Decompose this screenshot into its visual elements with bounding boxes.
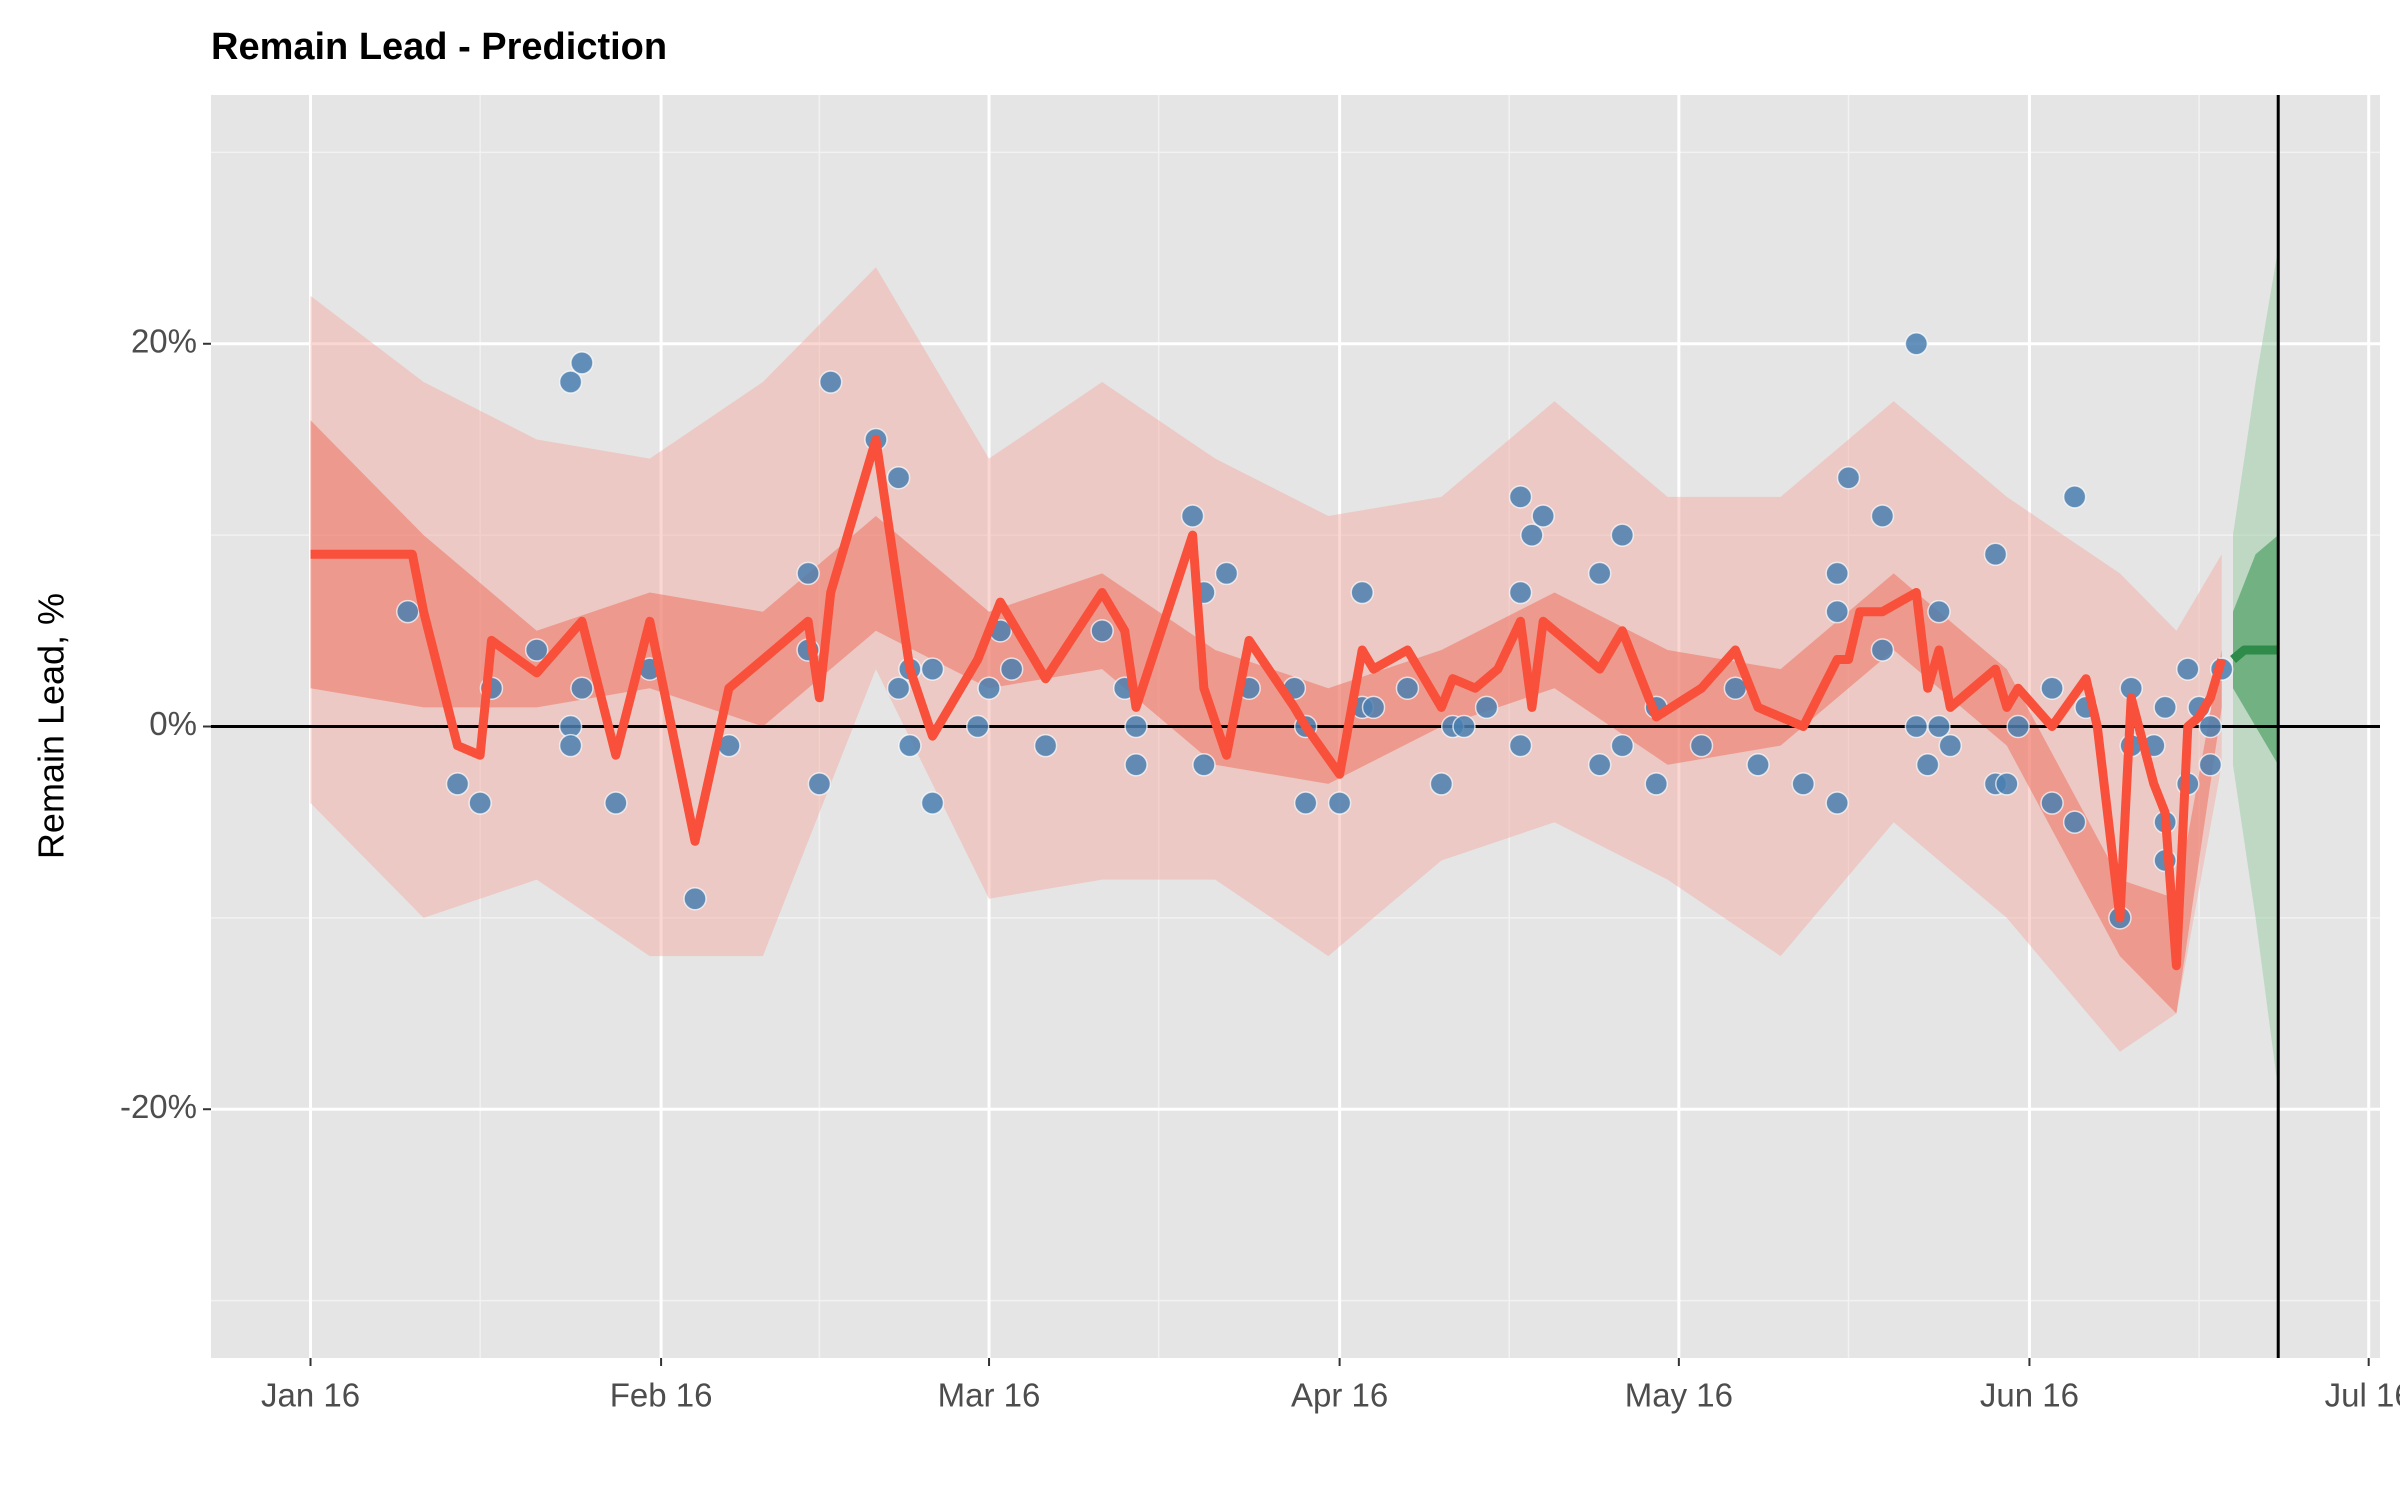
- poll-point: [524, 638, 549, 662]
- poll-point: [570, 676, 594, 700]
- poll-point: [1531, 504, 1555, 528]
- poll-point: [920, 657, 945, 681]
- poll-point: [1983, 542, 2008, 567]
- poll-point: [886, 465, 911, 490]
- poll-point: [1927, 714, 1951, 739]
- x-tick-label: Apr 16: [1291, 1377, 1388, 1414]
- poll-point: [2062, 485, 2087, 509]
- poll-point: [1927, 599, 1951, 624]
- poll-point: [1825, 791, 1849, 815]
- poll-point: [1870, 504, 1895, 528]
- poll-point: [1350, 580, 1374, 605]
- x-tick-label: Mar 16: [938, 1377, 1041, 1414]
- poll-point: [396, 599, 420, 624]
- poll-point: [1508, 580, 1533, 605]
- poll-point: [1033, 733, 1058, 758]
- poll-point: [1214, 561, 1239, 586]
- x-tick-label: Jan 16: [261, 1377, 360, 1414]
- poll-point: [1995, 772, 2019, 796]
- poll-point: [1520, 523, 1544, 547]
- poll-point: [1395, 676, 1420, 700]
- poll-point: [999, 657, 1024, 681]
- poll-point: [1124, 714, 1148, 739]
- poll-point: [898, 733, 922, 758]
- poll-point: [2062, 810, 2087, 834]
- poll-point: [1904, 332, 1929, 356]
- trend-line: [310, 435, 2227, 971]
- poll-point: [1474, 695, 1499, 720]
- x-tick-label: May 16: [1625, 1377, 1733, 1414]
- poll-point: [570, 351, 594, 375]
- poll-point: [2040, 676, 2064, 700]
- poll-point: [604, 791, 628, 815]
- poll-point: [1610, 733, 1635, 758]
- poll-point: [1293, 791, 1318, 815]
- poll-point: [1915, 753, 1940, 777]
- poll-point: [1180, 504, 1205, 528]
- poll-point: [1361, 695, 1386, 720]
- poll-point: [1904, 714, 1929, 739]
- poll-point: [1689, 733, 1714, 758]
- poll-point: [1836, 465, 1861, 490]
- poll-point: [1825, 599, 1849, 624]
- poll-point: [1508, 485, 1533, 509]
- poll-point: [977, 676, 1001, 700]
- y-tick-label: -20%: [120, 1088, 197, 1125]
- y-tick-label: 20%: [131, 322, 197, 359]
- poll-point: [1508, 733, 1533, 758]
- poll-point: [1938, 733, 1963, 758]
- x-tick-label: Jun 16: [1980, 1377, 2079, 1414]
- plot-layer: [211, 95, 2380, 1358]
- band: [310, 420, 2222, 1014]
- poll-point: [1870, 638, 1895, 662]
- poll-point: [920, 791, 945, 815]
- poll-point: [886, 676, 911, 700]
- trend-line: [2230, 645, 2279, 663]
- poll-point: [1610, 523, 1635, 547]
- poll-point: [2040, 791, 2064, 815]
- poll-point: [1587, 561, 1612, 586]
- poll-point: [2006, 714, 2030, 739]
- poll-point: [558, 370, 583, 394]
- poll-point: [818, 370, 843, 394]
- poll-point: [1746, 753, 1770, 777]
- y-axis-label: Remain Lead, %: [31, 593, 72, 859]
- poll-point: [2198, 714, 2223, 739]
- poll-point: [1452, 714, 1476, 739]
- x-tick-label: Feb 16: [610, 1377, 713, 1414]
- poll-point: [2176, 657, 2200, 681]
- poll-point: [807, 772, 832, 796]
- chart-title: Remain Lead - Prediction: [211, 26, 667, 68]
- poll-point: [1644, 772, 1668, 796]
- poll-point: [445, 772, 470, 796]
- poll-point: [1587, 753, 1612, 777]
- poll-point: [1327, 791, 1352, 815]
- y-tick-label: 0%: [149, 705, 197, 742]
- poll-point: [1429, 772, 1454, 796]
- poll-point: [1825, 561, 1849, 586]
- poll-point: [1090, 619, 1114, 643]
- poll-point: [1192, 753, 1216, 777]
- poll-point: [2153, 695, 2177, 720]
- poll-point: [468, 791, 492, 815]
- x-tick-label: Jul 16: [2325, 1377, 2400, 1414]
- poll-point: [683, 886, 707, 911]
- poll-point: [965, 714, 990, 739]
- poll-point: [1124, 753, 1148, 777]
- poll-point: [1791, 772, 1816, 796]
- poll-point: [2198, 753, 2223, 777]
- poll-point: [558, 733, 583, 758]
- poll-point: [796, 561, 820, 586]
